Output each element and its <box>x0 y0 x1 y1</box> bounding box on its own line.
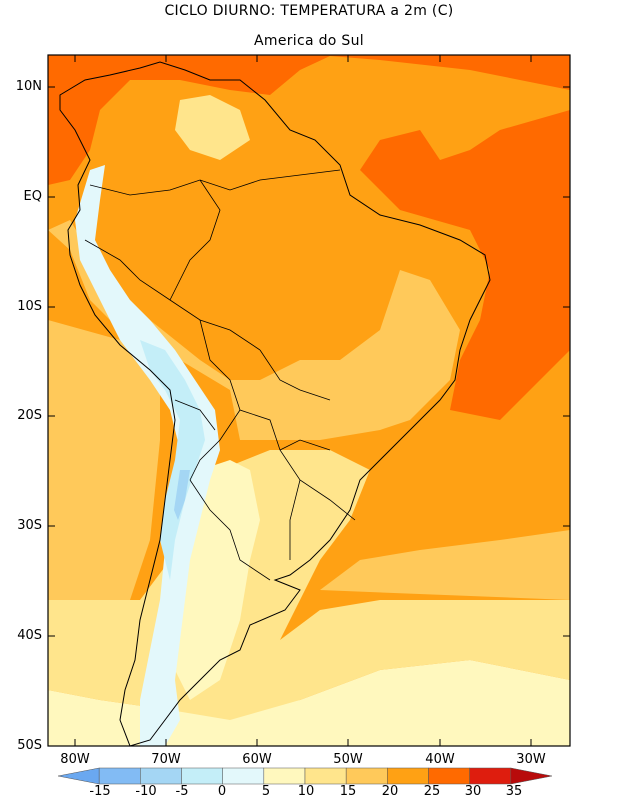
colorbar-segment <box>222 767 265 785</box>
x-tick-label: 80W <box>60 752 90 767</box>
y-tick-label: 10N <box>15 79 42 94</box>
band-cold <box>48 660 570 746</box>
colorbar-segment <box>181 767 223 785</box>
colorbar-segment <box>57 767 100 785</box>
band-hot-north <box>48 55 570 185</box>
band-hot-east <box>360 110 570 420</box>
andes-deep-ice <box>174 470 190 520</box>
colorbar-segment <box>263 767 306 785</box>
colorbar-segment <box>304 767 347 785</box>
x-tick-label: 70W <box>151 752 181 767</box>
band-mild-atlantic <box>320 530 570 600</box>
andes-snow <box>75 165 220 746</box>
colorbar-label: -10 <box>135 784 157 799</box>
colorbar-label: 30 <box>464 784 482 799</box>
map-title: CICLO DIURNO: TEMPERATURA a 2m (C) <box>164 3 454 19</box>
colorbar-label: -15 <box>89 784 111 799</box>
x-tick-label: 40W <box>425 752 455 767</box>
colorbar-label: 5 <box>261 784 271 799</box>
colorbar-segment <box>345 767 388 785</box>
x-tick-label: 30W <box>516 752 546 767</box>
y-tick-label: EQ <box>23 189 42 204</box>
colorbar-label: 20 <box>381 784 399 799</box>
colorbar-segment <box>98 767 141 785</box>
colorbar-label: -5 <box>175 784 189 799</box>
y-tick-label: 30S <box>17 518 42 533</box>
map-frame <box>47 54 571 747</box>
y-tick-marks <box>48 86 570 637</box>
y-tick-label: 20S <box>17 408 42 423</box>
colorbar-label: 35 <box>505 784 523 799</box>
colorbar-segment <box>140 767 182 785</box>
x-tick-label: 60W <box>242 752 272 767</box>
map-subtitle: America do Sul <box>254 33 364 49</box>
colorbar <box>57 767 553 785</box>
band-mild-ocean-west <box>48 320 160 600</box>
continent-outline <box>59 61 491 746</box>
y-tick-label: 10S <box>17 299 42 314</box>
colorbar-segment <box>428 767 470 785</box>
colorbar-label: 10 <box>297 784 315 799</box>
y-tick-label: 50S <box>17 738 42 753</box>
colorbar-segment <box>469 767 512 785</box>
colorbar-segment <box>387 767 429 785</box>
colorbar-label: 15 <box>339 784 357 799</box>
x-tick-marks <box>74 55 532 746</box>
guiana-light <box>175 95 250 160</box>
colorbar-label: 0 <box>217 784 227 799</box>
y-tick-label: 40S <box>17 628 42 643</box>
colorbar-label: 25 <box>423 784 441 799</box>
country-borders <box>84 169 356 581</box>
colorbar-segment <box>510 767 553 785</box>
band-mild <box>48 220 460 440</box>
map-field <box>48 55 570 746</box>
x-tick-label: 50W <box>333 752 363 767</box>
andes-ice <box>140 340 205 580</box>
